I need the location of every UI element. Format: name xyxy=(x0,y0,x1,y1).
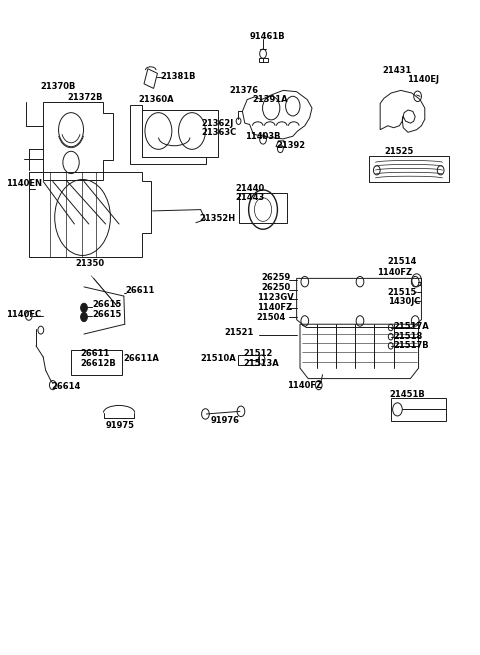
Text: 21517B: 21517B xyxy=(394,341,429,350)
Text: 21443: 21443 xyxy=(235,193,264,202)
Text: 1140FC: 1140FC xyxy=(6,310,41,319)
Text: 21360A: 21360A xyxy=(138,95,174,104)
Text: 1140FZ: 1140FZ xyxy=(257,303,292,312)
Text: 26259: 26259 xyxy=(262,273,291,282)
Text: 21370B: 21370B xyxy=(41,82,76,91)
Text: 1140FZ: 1140FZ xyxy=(287,381,322,390)
Text: 21521: 21521 xyxy=(225,328,254,337)
Text: 11403B: 11403B xyxy=(245,132,280,141)
Text: 21381B: 21381B xyxy=(161,72,196,81)
Text: 26611A: 26611A xyxy=(124,354,160,364)
Text: 26250: 26250 xyxy=(262,283,291,292)
Text: 26612B: 26612B xyxy=(81,359,116,368)
Text: 91975: 91975 xyxy=(106,421,134,430)
Text: 21517A: 21517A xyxy=(394,322,429,331)
Text: 26614: 26614 xyxy=(52,382,81,391)
Text: 21363C: 21363C xyxy=(202,128,237,137)
Text: 21514: 21514 xyxy=(387,257,416,267)
Text: 21440: 21440 xyxy=(235,184,264,193)
Text: 1140FZ: 1140FZ xyxy=(377,268,412,277)
Text: 21352H: 21352H xyxy=(199,214,235,223)
Text: 21518: 21518 xyxy=(394,331,423,341)
Text: 21431: 21431 xyxy=(382,66,411,75)
Circle shape xyxy=(81,303,87,312)
Text: 21451B: 21451B xyxy=(390,390,425,399)
Text: 21515: 21515 xyxy=(388,288,417,297)
Text: 21391A: 21391A xyxy=(252,95,288,104)
Text: 21350: 21350 xyxy=(76,259,105,268)
Circle shape xyxy=(81,312,87,322)
Text: 21512: 21512 xyxy=(244,349,273,358)
Text: 21372B: 21372B xyxy=(67,93,103,102)
Text: 1123GV: 1123GV xyxy=(257,293,294,302)
Text: 21362J: 21362J xyxy=(202,119,234,128)
Text: 26611: 26611 xyxy=(81,349,110,358)
Text: 26615: 26615 xyxy=(92,310,121,319)
Text: 21513A: 21513A xyxy=(244,359,279,368)
Text: 21504: 21504 xyxy=(257,312,286,322)
Text: 26611: 26611 xyxy=(126,286,155,295)
Text: 21392: 21392 xyxy=(276,141,305,150)
Text: 21376: 21376 xyxy=(229,86,259,95)
Text: 91976: 91976 xyxy=(210,416,239,425)
Text: 1140EJ: 1140EJ xyxy=(407,75,439,84)
Text: 21510A: 21510A xyxy=(201,354,236,363)
Text: 1140EN: 1140EN xyxy=(6,179,42,188)
Text: 91461B: 91461B xyxy=(250,31,285,41)
Text: 26615: 26615 xyxy=(92,300,121,309)
Text: 21525: 21525 xyxy=(384,147,413,157)
Text: 1430JC: 1430JC xyxy=(388,297,420,307)
